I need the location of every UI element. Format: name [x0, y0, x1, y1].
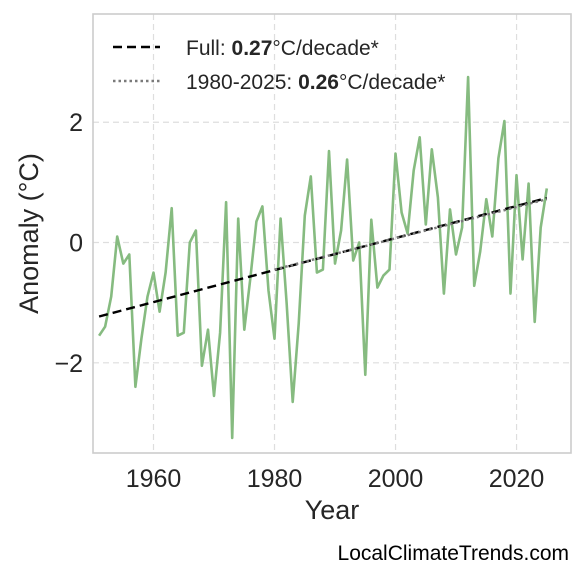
legend-recent-value: 0.26: [298, 71, 339, 94]
anomaly-series-line: [98, 75, 549, 440]
legend-recent-prefix: 1980-2025:: [186, 71, 298, 94]
y-tick-label: −2: [54, 350, 83, 378]
plot-frame: [92, 13, 572, 454]
legend-entry-recent: 1980-2025: 0.26°C/decade*: [186, 71, 445, 94]
x-tick-label: 2000: [368, 465, 424, 493]
legend-entry-full: Full: 0.27°C/decade*: [186, 37, 379, 60]
x-tick-label: 2020: [489, 465, 545, 493]
series-group: [98, 75, 549, 440]
x-tick-label: 1980: [247, 465, 303, 493]
x-tick-label: 1960: [126, 465, 182, 493]
x-axis-label: Year: [305, 495, 360, 525]
tick-labels: 1960 1980 2000 2020 −2 0 2: [54, 109, 544, 493]
y-tick-label: 0: [69, 230, 83, 258]
grid: [93, 14, 571, 453]
legend-full-suffix: °C/decade*: [272, 37, 378, 60]
y-tick-label: 2: [69, 109, 83, 137]
legend: Full: 0.27°C/decade* 1980-2025: 0.26°C/d…: [113, 37, 445, 94]
legend-recent-suffix: °C/decade*: [339, 71, 445, 94]
source-credit: LocalClimateTrends.com: [338, 542, 569, 565]
legend-full-value: 0.27: [232, 37, 273, 60]
y-axis-label: Anomaly (°C): [14, 153, 44, 314]
legend-full-prefix: Full:: [186, 37, 232, 60]
